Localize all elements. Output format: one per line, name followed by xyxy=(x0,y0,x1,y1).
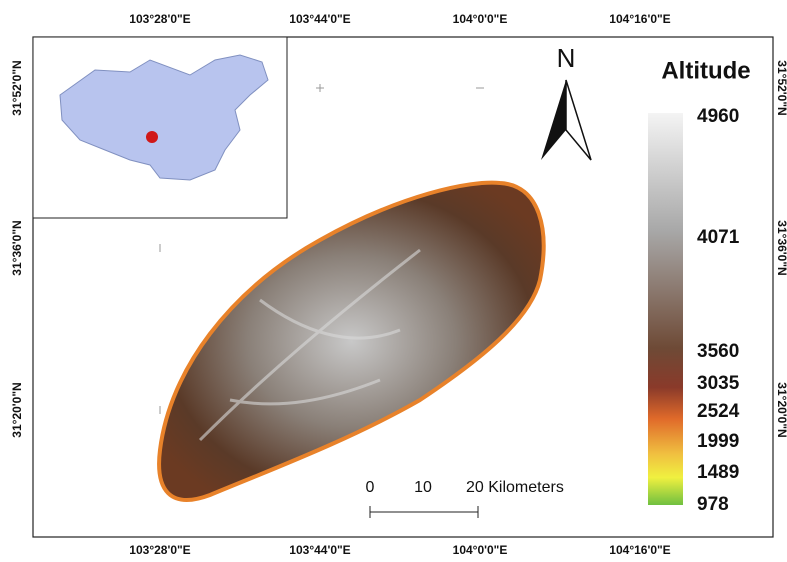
legend-title: Altitude xyxy=(661,57,750,84)
scale-bar-label: 20 Kilometers xyxy=(466,479,564,496)
longitude-label: 104°16'0"E xyxy=(609,543,670,557)
scale-bar-label: 10 xyxy=(414,479,432,496)
latitude-label: 31°36'0"N xyxy=(775,220,787,275)
legend-value: 2524 xyxy=(697,401,740,422)
legend-value: 3035 xyxy=(697,373,740,394)
latitude-label: 31°36'0"N xyxy=(10,220,24,275)
legend-colorbar xyxy=(648,113,683,505)
study-area-marker xyxy=(146,131,158,143)
latitude-label: 31°20'0"N xyxy=(10,382,24,437)
legend-value: 4960 xyxy=(697,106,739,127)
legend-value: 4071 xyxy=(697,227,740,248)
longitude-label: 103°44'0"E xyxy=(289,12,350,26)
longitude-label: 103°44'0"E xyxy=(289,543,350,557)
scale-bar-label: 0 xyxy=(366,479,375,496)
longitude-label: 103°28'0"E xyxy=(129,12,190,26)
legend-value: 3560 xyxy=(697,341,739,362)
latitude-label: 31°20'0"N xyxy=(775,382,787,437)
map-figure: N Altitude 103°28'0"E 103°28'0"E 103°44'0"… xyxy=(0,0,787,562)
longitude-label: 104°0'0"E xyxy=(453,12,508,26)
longitude-label: 103°28'0"E xyxy=(129,543,190,557)
latitude-label: 31°52'0"N xyxy=(10,60,24,115)
north-label: N xyxy=(557,43,576,73)
legend-value: 1489 xyxy=(697,462,739,483)
legend-value: 978 xyxy=(697,494,729,515)
legend-value: 1999 xyxy=(697,431,739,452)
longitude-label: 104°0'0"E xyxy=(453,543,508,557)
longitude-label: 104°16'0"E xyxy=(609,12,670,26)
latitude-label: 31°52'0"N xyxy=(775,60,787,115)
